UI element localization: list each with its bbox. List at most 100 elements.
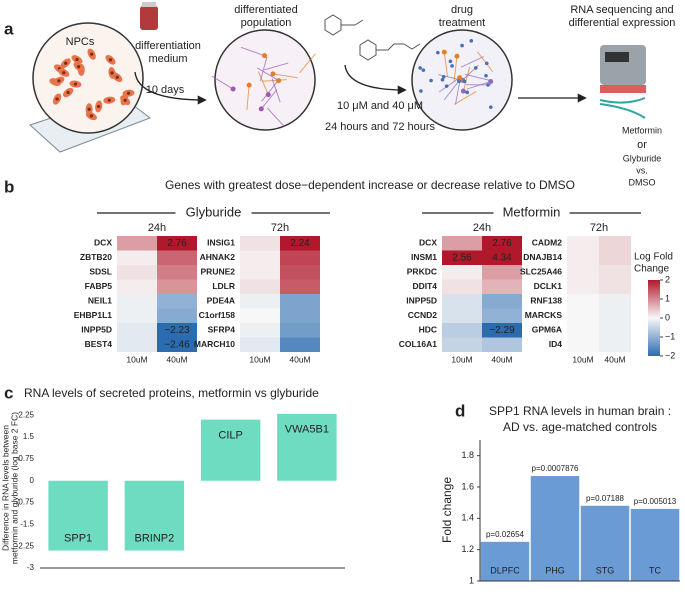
y-tick-label: 1 — [469, 575, 474, 585]
heat-cell — [482, 323, 522, 338]
heat-cell — [280, 323, 320, 338]
bar — [277, 413, 337, 481]
nucleus — [89, 114, 94, 118]
heat-cell — [117, 279, 157, 294]
label: 24 hours and 72 hours — [325, 121, 436, 133]
heat-cell — [240, 308, 280, 323]
category-label: SPP1 — [64, 532, 92, 544]
heat-cell — [442, 236, 482, 251]
bottle — [140, 6, 158, 30]
neurite — [438, 77, 460, 93]
drug-dot — [484, 61, 489, 66]
neuron — [230, 86, 236, 92]
column-label: 40uM — [604, 354, 625, 364]
bar — [48, 480, 108, 551]
drug-dot — [465, 90, 470, 95]
y-tick-label: -2.25 — [16, 541, 35, 550]
nucleus — [90, 52, 94, 56]
neurite — [211, 75, 234, 90]
neuron — [441, 49, 447, 55]
bottle-cap — [142, 2, 156, 7]
cell-label: 2.24 — [290, 238, 310, 249]
y-tick-label: 1.4 — [461, 513, 474, 523]
neuron — [258, 106, 264, 112]
label: NPCs — [66, 36, 95, 48]
label: Glyburide — [623, 153, 662, 163]
heat-cell — [482, 308, 522, 323]
y-axis-label: metformin and glyburide (log base 2 FC) — [9, 412, 19, 564]
heat-cell — [482, 250, 522, 265]
heat-cell — [280, 250, 320, 265]
drug-dot — [421, 68, 426, 72]
nucleus — [55, 97, 59, 101]
neurite — [443, 79, 460, 101]
heat-cell — [240, 250, 280, 265]
colorbar-title: Change — [634, 264, 669, 275]
neurite — [261, 79, 287, 82]
heat-cell — [482, 337, 522, 352]
nucleus — [108, 58, 113, 62]
heat-cell — [280, 265, 320, 280]
label: drug — [451, 4, 473, 16]
drug-dot — [444, 84, 449, 88]
neurite — [462, 66, 471, 92]
drug-dot — [448, 59, 453, 64]
cell-label: 2.76 — [492, 238, 512, 249]
panel-label: a — [4, 19, 14, 38]
y-tick-label: -1.5 — [20, 519, 34, 528]
gene-label: HDC — [419, 325, 437, 335]
chart-title: Genes with greatest dose−dependent incre… — [165, 178, 575, 192]
heat-cell — [482, 294, 522, 309]
label: or — [637, 139, 647, 151]
column-label: 40uM — [491, 354, 512, 364]
gene-label: PRUNE2 — [201, 267, 236, 277]
heat-cell — [567, 308, 599, 323]
drug-dot — [486, 83, 490, 87]
gene-label: EHBP1L1 — [74, 310, 113, 320]
panel-label: b — [4, 177, 14, 196]
neurite — [443, 52, 448, 77]
group-label: Metformin — [503, 204, 561, 219]
heat-cell — [240, 323, 280, 338]
gene-label: DNAJB14 — [523, 252, 562, 262]
heat-cell — [482, 265, 522, 280]
gene-label: PRKDC — [407, 267, 437, 277]
neurite — [260, 89, 278, 110]
p-value: p=0.005013 — [634, 497, 677, 506]
neurite — [453, 56, 458, 82]
heat-cell — [157, 323, 197, 338]
heat-cell — [117, 250, 157, 265]
gene-label: PDE4A — [207, 296, 235, 306]
molecule — [324, 14, 421, 61]
drug-dot — [436, 50, 440, 55]
panel-label: 72h — [271, 222, 289, 234]
gene-label: FABP5 — [85, 281, 113, 291]
chart-title: AD vs. age-matched controls — [503, 420, 657, 434]
heat-cell — [117, 308, 157, 323]
heat-cell — [280, 308, 320, 323]
label: 10 μM and 40 μM — [337, 100, 423, 112]
gene-label: NEIL1 — [88, 296, 112, 306]
heat-cell — [240, 236, 280, 251]
colorbar-tick-label: 0 — [665, 312, 670, 322]
y-tick-label: 1.2 — [461, 544, 474, 554]
arrow — [344, 64, 407, 95]
heat-cell — [240, 265, 280, 280]
gene-label: COL16A1 — [399, 339, 438, 349]
sequencer-screen — [605, 52, 629, 62]
column-label: 10uM — [572, 354, 593, 364]
drug-dot — [469, 39, 474, 43]
label: 10 days — [146, 84, 185, 96]
heat-cell — [117, 337, 157, 352]
drug-dot — [418, 66, 422, 70]
nucleus — [110, 71, 114, 75]
label: differentiated — [234, 4, 297, 16]
neurite — [464, 73, 490, 81]
gene-label: SFRP4 — [208, 325, 236, 335]
heat-cell — [117, 236, 157, 251]
nucleus — [107, 98, 111, 102]
p-value: p=0.0007876 — [532, 464, 579, 473]
neurite — [460, 56, 484, 68]
neuron — [246, 82, 252, 88]
